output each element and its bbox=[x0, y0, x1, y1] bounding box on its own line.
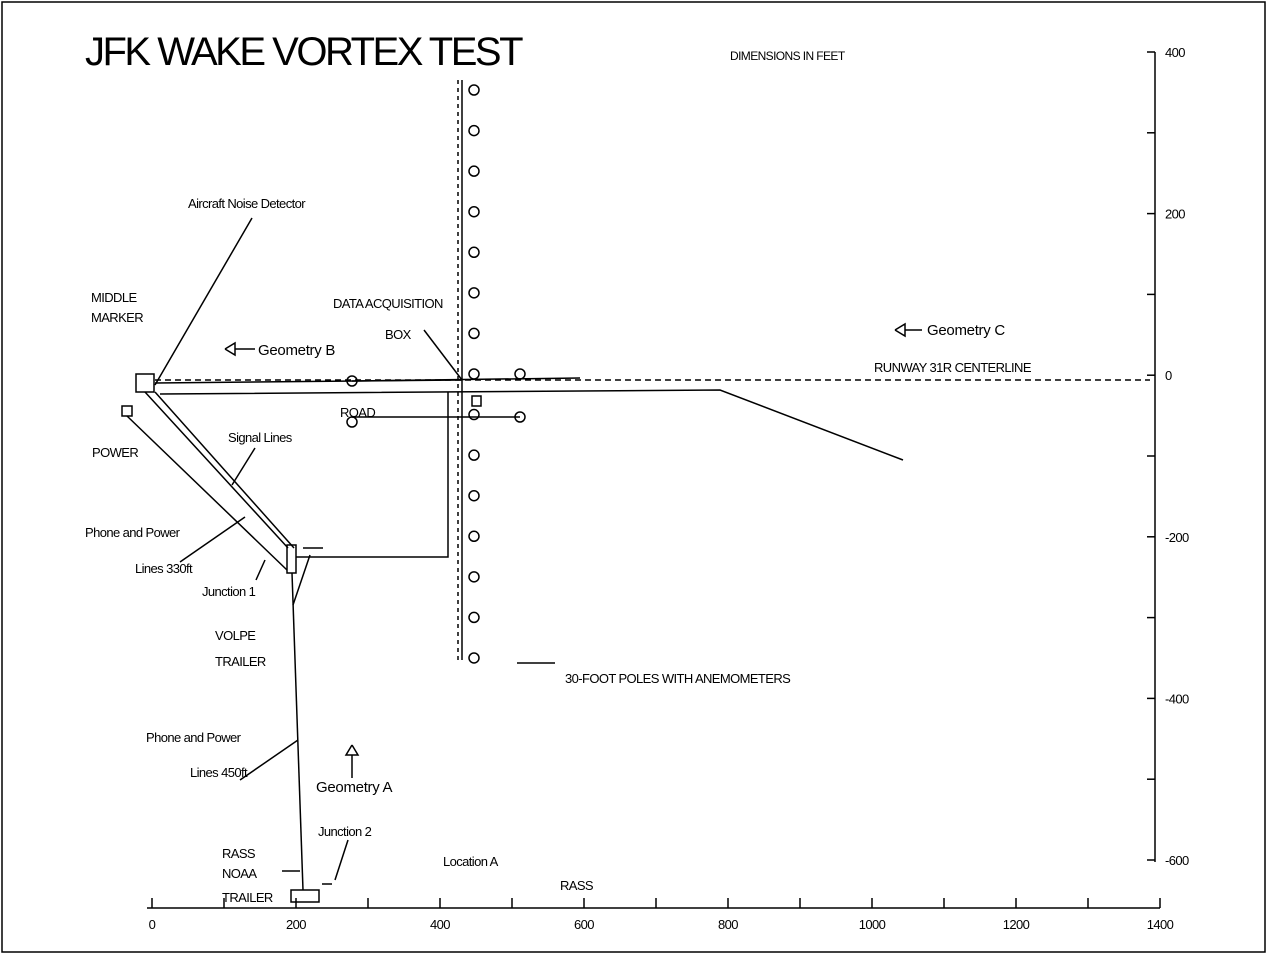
y-tick-label: 0 bbox=[1165, 368, 1172, 383]
label: TRAILER bbox=[215, 654, 266, 669]
x-tick-label: 0 bbox=[149, 917, 156, 932]
y-tick-label: -200 bbox=[1165, 530, 1189, 545]
pole bbox=[468, 368, 480, 380]
pole bbox=[468, 652, 480, 664]
label: MIDDLE bbox=[91, 290, 137, 305]
y-tick-label: -400 bbox=[1165, 691, 1189, 706]
x-tick-label: 1000 bbox=[859, 917, 886, 932]
pole bbox=[468, 287, 480, 299]
label: Junction 2 bbox=[318, 824, 372, 839]
pole bbox=[468, 571, 480, 583]
label: Phone and Power bbox=[85, 525, 181, 540]
label: Geometry C bbox=[927, 322, 1005, 339]
x-tick-label: 600 bbox=[574, 917, 594, 932]
pole bbox=[468, 408, 480, 421]
label: Lines 330ft bbox=[135, 561, 193, 576]
label: Signal Lines bbox=[228, 430, 293, 445]
pole bbox=[468, 84, 480, 96]
label: Geometry A bbox=[316, 779, 392, 796]
label: DATA ACQUISITION bbox=[333, 296, 443, 311]
y-tick-label: -600 bbox=[1165, 853, 1189, 868]
label: RASS bbox=[222, 846, 256, 861]
label: Lines 450ft bbox=[190, 765, 248, 780]
pole bbox=[514, 368, 526, 380]
label: Junction 1 bbox=[202, 584, 256, 599]
units-note: DIMENSIONS IN FEET bbox=[730, 49, 846, 63]
label: MARKER bbox=[91, 310, 143, 325]
label: Geometry B bbox=[258, 342, 335, 359]
label: TRAILER bbox=[222, 890, 273, 905]
label: ROAD bbox=[340, 405, 375, 420]
title: JFK WAKE VORTEX TEST bbox=[85, 30, 523, 74]
label: NOAA bbox=[222, 866, 257, 881]
label: POWER bbox=[92, 445, 138, 460]
pole bbox=[468, 327, 480, 340]
y-tick-label: 400 bbox=[1165, 45, 1185, 60]
label: Aircraft Noise Detector bbox=[188, 196, 306, 211]
pole bbox=[468, 449, 480, 461]
diagram-lines bbox=[121, 80, 1150, 903]
pole bbox=[514, 411, 526, 423]
label: Location A bbox=[443, 854, 499, 869]
pole bbox=[468, 530, 480, 543]
axes: 0 200 400 600 800 1000 1200 1400 400 200 0 -200 -400… bbox=[147, 45, 1190, 932]
label: RUNWAY 31R CENTERLINE bbox=[874, 360, 1032, 375]
x-tick-label: 800 bbox=[718, 917, 738, 932]
pole bbox=[346, 375, 358, 387]
label: 30-FOOT POLES WITH ANEMOMETERS bbox=[565, 671, 791, 686]
label: Phone and Power bbox=[146, 730, 242, 745]
x-tick-label: 200 bbox=[286, 917, 306, 932]
pole bbox=[468, 165, 480, 177]
x-tick-label: 400 bbox=[430, 917, 450, 932]
x-tick-label: 1400 bbox=[1147, 917, 1174, 932]
pole bbox=[468, 489, 480, 502]
y-tick-label: 200 bbox=[1165, 207, 1185, 222]
pole bbox=[468, 124, 480, 137]
pole bbox=[346, 416, 358, 428]
anemometer-poles bbox=[346, 84, 526, 664]
pole bbox=[468, 611, 480, 624]
label: VOLPE bbox=[215, 628, 256, 643]
label: RASS bbox=[560, 878, 594, 893]
pole bbox=[468, 205, 480, 218]
pole bbox=[468, 246, 480, 259]
label: BOX bbox=[385, 327, 412, 342]
x-tick-label: 1200 bbox=[1003, 917, 1030, 932]
